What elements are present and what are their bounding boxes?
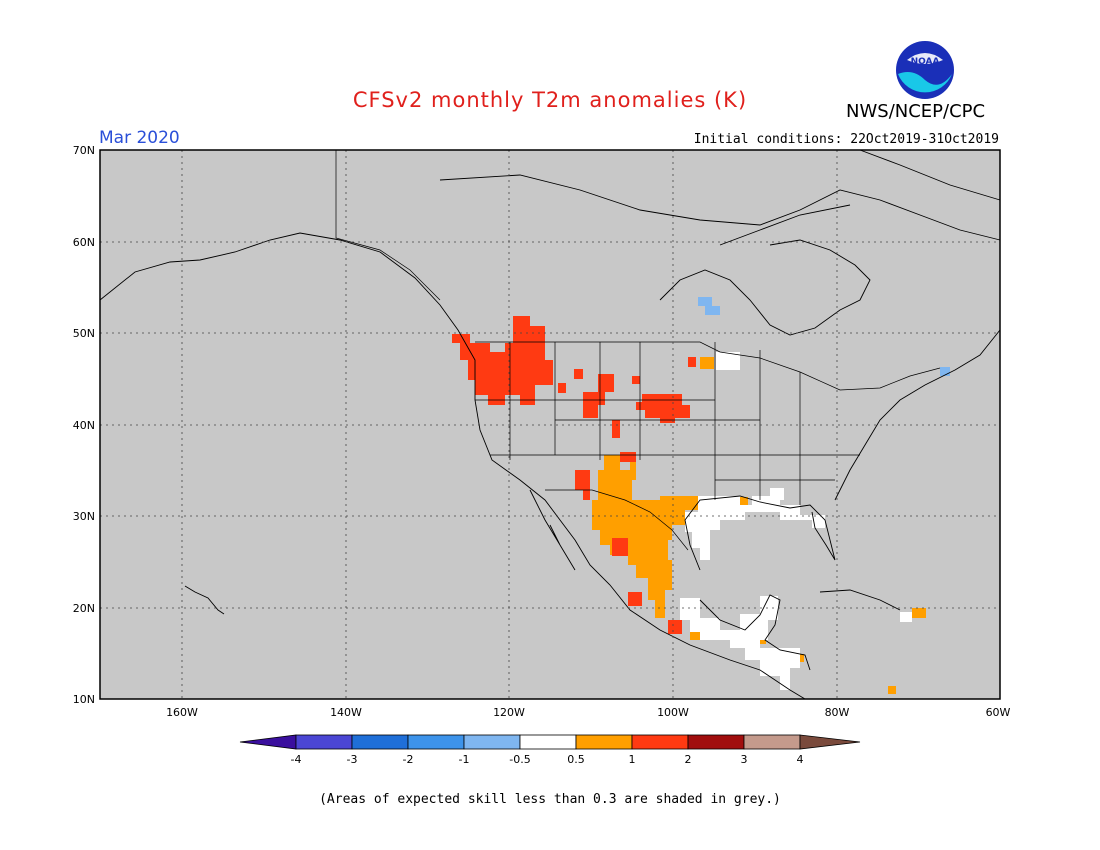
- coastline-gulf: [684, 495, 836, 571]
- lat-tick-labels: 70N 60N 50N 40N 30N 20N 10N: [73, 144, 95, 706]
- colorbar-segment-below-min: [239, 734, 297, 750]
- border-state-1: [509, 342, 801, 505]
- coastline-north: [439, 174, 1001, 241]
- colorbar-segment: [519, 734, 577, 750]
- colorbar-label: 1: [629, 753, 636, 766]
- lat-tick-label: 30N: [73, 510, 95, 523]
- colorbar-label: 4: [797, 753, 804, 766]
- anomaly-patch: [668, 620, 682, 634]
- colorbar-label: 3: [741, 753, 748, 766]
- anomaly-patch: [574, 369, 583, 379]
- colorbar-label: -2: [403, 753, 414, 766]
- coastline-hawaii: [184, 585, 225, 615]
- coastline-west: [99, 232, 806, 700]
- anomaly-patch: [612, 420, 620, 438]
- colorbar-segment: [351, 734, 409, 750]
- colorbar-segment: [295, 734, 353, 750]
- colorbar-label: -1: [459, 753, 470, 766]
- lon-tick-label: 120W: [493, 706, 525, 719]
- anomaly-patch-southwest: [592, 455, 698, 600]
- lon-tick-label: 160W: [166, 706, 198, 719]
- colorbar-segment-above-max: [799, 734, 861, 750]
- colorbar: [239, 734, 861, 750]
- colorbar-segment: [575, 734, 633, 750]
- colorbar-segment: [407, 734, 465, 750]
- anomaly-patch: [620, 452, 636, 462]
- border-alaska-canada: [335, 150, 441, 301]
- colorbar-label: 2: [685, 753, 692, 766]
- colorbar-label: -4: [291, 753, 302, 766]
- anomaly-patch: [655, 590, 665, 618]
- anomaly-patch: [740, 497, 748, 505]
- anomaly-patch-pacific-northwest: [452, 316, 553, 405]
- lon-tick-labels: 160W 140W 120W 100W 80W 60W: [166, 706, 1010, 719]
- anomaly-patch-central-america: [680, 596, 800, 690]
- coastlines: [99, 149, 1001, 700]
- noaa-logo-icon: NOAA: [894, 39, 956, 101]
- colorbar-segment: [743, 734, 801, 750]
- colorbar-segment: [463, 734, 521, 750]
- anomaly-patch: [632, 376, 640, 384]
- organization-label: NWS/NCEP/CPC: [846, 101, 986, 122]
- lon-tick-label: 60W: [986, 706, 1011, 719]
- anomaly-patch: [716, 352, 740, 370]
- noaa-logo-text: NOAA: [911, 57, 940, 67]
- colorbar-label: -0.5: [509, 753, 530, 766]
- colorbar-segment: [631, 734, 689, 750]
- colorbar-segment: [687, 734, 745, 750]
- anomaly-patch-hudson-bay: [698, 297, 720, 315]
- anomaly-patch: [628, 592, 642, 606]
- lat-tick-label: 60N: [73, 236, 95, 249]
- colorbar-label: -3: [347, 753, 358, 766]
- anomaly-patch-gulf-coast: [685, 496, 825, 560]
- lat-tick-label: 40N: [73, 419, 95, 432]
- lon-tick-label: 140W: [330, 706, 362, 719]
- forecast-month: Mar 2020: [99, 128, 180, 148]
- anomaly-patch: [688, 357, 696, 367]
- anomaly-patch-dakotas: [636, 394, 690, 423]
- anomaly-patches: [452, 297, 950, 694]
- map-title: CFSv2 monthly T2m anomalies (K): [352, 88, 748, 112]
- coastline-hudson-bay: [659, 239, 871, 336]
- anomaly-patch: [900, 612, 912, 622]
- coastline-yucatan: [699, 594, 811, 671]
- skill-footnote: (Areas of expected skill less than 0.3 a…: [319, 792, 781, 807]
- coastline-cuba: [819, 589, 901, 611]
- lat-tick-label: 70N: [73, 144, 95, 157]
- colorbar-labels: -4 -3 -2 -1 -0.5 0.5 1 2 3 4: [291, 753, 804, 766]
- lat-tick-label: 50N: [73, 327, 95, 340]
- anomaly-patch: [558, 383, 566, 393]
- colorbar-label: 0.5: [567, 753, 585, 766]
- map-frame: [99, 149, 1001, 700]
- map-background: [100, 150, 1000, 699]
- anomaly-patch-wyoming: [583, 374, 614, 418]
- border-state-2: [475, 399, 860, 481]
- anomaly-patch-arizona: [575, 470, 590, 500]
- lat-tick-label: 20N: [73, 602, 95, 615]
- anomaly-patch: [888, 686, 896, 694]
- map-grid: [100, 150, 1000, 699]
- initial-conditions-label: Initial conditions: 22Oct2019-31Oct2019: [693, 132, 999, 147]
- anomaly-patch: [940, 367, 950, 376]
- border-us-mexico: [545, 489, 689, 551]
- coastline-east: [834, 329, 1001, 501]
- anomaly-patch: [912, 608, 926, 618]
- anomaly-patch: [612, 538, 628, 556]
- lon-tick-label: 80W: [825, 706, 850, 719]
- anomaly-patch: [770, 488, 784, 500]
- lon-tick-label: 100W: [657, 706, 689, 719]
- coastline-arctic: [719, 204, 851, 246]
- coastline-baja: [529, 489, 576, 571]
- coastline-greenland: [859, 149, 1001, 201]
- political-borders: [335, 150, 941, 551]
- lat-tick-label: 10N: [73, 693, 95, 706]
- anomaly-patch: [700, 357, 714, 369]
